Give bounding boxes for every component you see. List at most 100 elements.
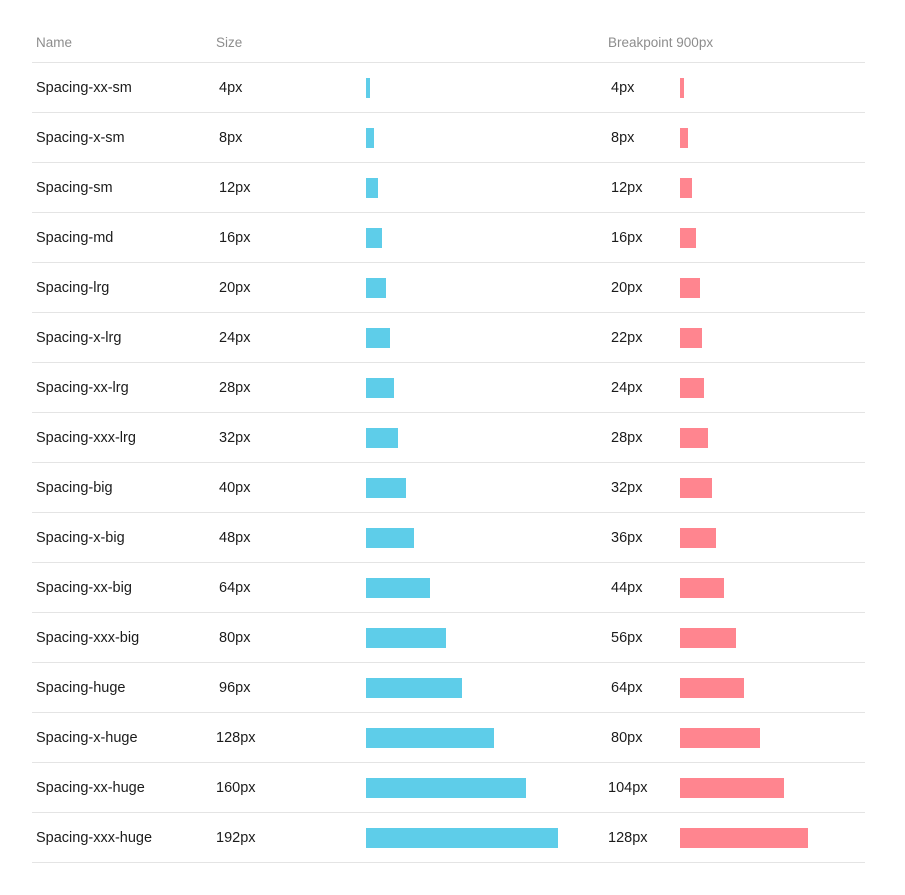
breakpoint-bar [680, 78, 684, 98]
size-bar [366, 678, 462, 698]
token-name: Spacing-xx-huge [36, 780, 145, 796]
table-row: Spacing-xxx-lrg 32px 28px [32, 413, 865, 463]
token-name: Spacing-xx-sm [36, 80, 132, 96]
breakpoint-bar [680, 278, 700, 298]
token-size: 28px [219, 380, 251, 396]
breakpoint-bar [680, 578, 724, 598]
breakpoint-size: 36px [611, 530, 643, 546]
token-size: 64px [219, 580, 251, 596]
token-size: 40px [219, 480, 251, 496]
size-bar [366, 828, 558, 848]
size-bar [366, 578, 430, 598]
column-header-name: Name [36, 35, 73, 50]
size-bar [366, 528, 414, 548]
token-size: 24px [219, 330, 251, 346]
breakpoint-size: 104px [608, 780, 648, 796]
breakpoint-bar [680, 328, 702, 348]
breakpoint-size: 80px [611, 730, 643, 746]
breakpoint-size: 22px [611, 330, 643, 346]
token-name: Spacing-xx-big [36, 580, 132, 596]
token-name: Spacing-lrg [36, 280, 110, 296]
token-size: 32px [219, 430, 251, 446]
token-size: 192px [216, 830, 256, 846]
table-row: Spacing-x-huge 128px 80px [32, 713, 865, 763]
token-name: Spacing-big [36, 480, 113, 496]
breakpoint-size: 24px [611, 380, 643, 396]
table-row: Spacing-xxx-big 80px 56px [32, 613, 865, 663]
breakpoint-size: 56px [611, 630, 643, 646]
breakpoint-size: 28px [611, 430, 643, 446]
size-bar [366, 78, 370, 98]
token-size: 12px [219, 180, 251, 196]
table-row: Spacing-xx-lrg 28px 24px [32, 363, 865, 413]
size-bar [366, 278, 386, 298]
breakpoint-bar [680, 528, 716, 548]
breakpoint-bar [680, 478, 712, 498]
breakpoint-size: 20px [611, 280, 643, 296]
table-row: Spacing-xx-sm 4px 4px [32, 63, 865, 113]
table-row: Spacing-x-big 48px 36px [32, 513, 865, 563]
breakpoint-bar [680, 228, 696, 248]
breakpoint-size: 128px [608, 830, 648, 846]
size-bar [366, 328, 390, 348]
token-size: 80px [219, 630, 251, 646]
table-row: Spacing-big 40px 32px [32, 463, 865, 513]
breakpoint-bar [680, 728, 760, 748]
breakpoint-bar [680, 428, 708, 448]
token-name: Spacing-x-big [36, 530, 125, 546]
breakpoint-size: 16px [611, 230, 643, 246]
size-bar [366, 428, 398, 448]
token-name: Spacing-huge [36, 680, 126, 696]
size-bar [366, 178, 378, 198]
column-header-size: Size [216, 35, 243, 50]
size-bar [366, 228, 382, 248]
token-name: Spacing-sm [36, 180, 113, 196]
token-name: Spacing-xxx-big [36, 630, 140, 646]
table-row: Spacing-lrg 20px 20px [32, 263, 865, 313]
breakpoint-bar [680, 178, 692, 198]
breakpoint-size: 32px [611, 480, 643, 496]
column-header-breakpoint: Breakpoint 900px [608, 35, 714, 50]
token-name: Spacing-xxx-lrg [36, 430, 136, 446]
token-size: 128px [216, 730, 256, 746]
breakpoint-size: 4px [611, 80, 635, 96]
breakpoint-bar [680, 628, 736, 648]
size-bar [366, 128, 374, 148]
table-row: Spacing-x-sm 8px 8px [32, 113, 865, 163]
token-name: Spacing-md [36, 230, 114, 246]
table-body: Spacing-xx-sm 4px 4px Spacing-x-sm 8px 8px Spa… [32, 63, 865, 863]
token-size: 96px [219, 680, 251, 696]
breakpoint-size: 12px [611, 180, 643, 196]
table-row: Spacing-xx-huge 160px 104px [32, 763, 865, 813]
token-name: Spacing-x-sm [36, 130, 125, 146]
breakpoint-size: 8px [611, 130, 635, 146]
breakpoint-bar [680, 828, 808, 848]
token-size: 160px [216, 780, 256, 796]
table-row: Spacing-xxx-huge 192px 128px [32, 813, 865, 863]
token-size: 48px [219, 530, 251, 546]
token-size: 16px [219, 230, 251, 246]
token-name: Spacing-x-lrg [36, 330, 122, 346]
breakpoint-bar [680, 778, 784, 798]
size-bar [366, 728, 494, 748]
breakpoint-size: 64px [611, 680, 643, 696]
size-bar [366, 478, 406, 498]
breakpoint-bar [680, 678, 744, 698]
table-row: Spacing-x-lrg 24px 22px [32, 313, 865, 363]
token-size: 4px [219, 80, 243, 96]
size-bar [366, 628, 446, 648]
token-name: Spacing-xx-lrg [36, 380, 129, 396]
table-header: Name Size Breakpoint 900px [32, 22, 865, 63]
breakpoint-size: 44px [611, 580, 643, 596]
size-bar [366, 778, 526, 798]
table-row: Spacing-huge 96px 64px [32, 663, 865, 713]
breakpoint-bar [680, 378, 704, 398]
table-row: Spacing-xx-big 64px 44px [32, 563, 865, 613]
token-name: Spacing-xxx-huge [36, 830, 153, 846]
breakpoint-bar [680, 128, 688, 148]
token-size: 8px [219, 130, 243, 146]
spacing-table: Name Size Breakpoint 900px Spacing-xx-sm… [32, 22, 865, 863]
table-row: Spacing-sm 12px 12px [32, 163, 865, 213]
table-row: Spacing-md 16px 16px [32, 213, 865, 263]
token-size: 20px [219, 280, 251, 296]
